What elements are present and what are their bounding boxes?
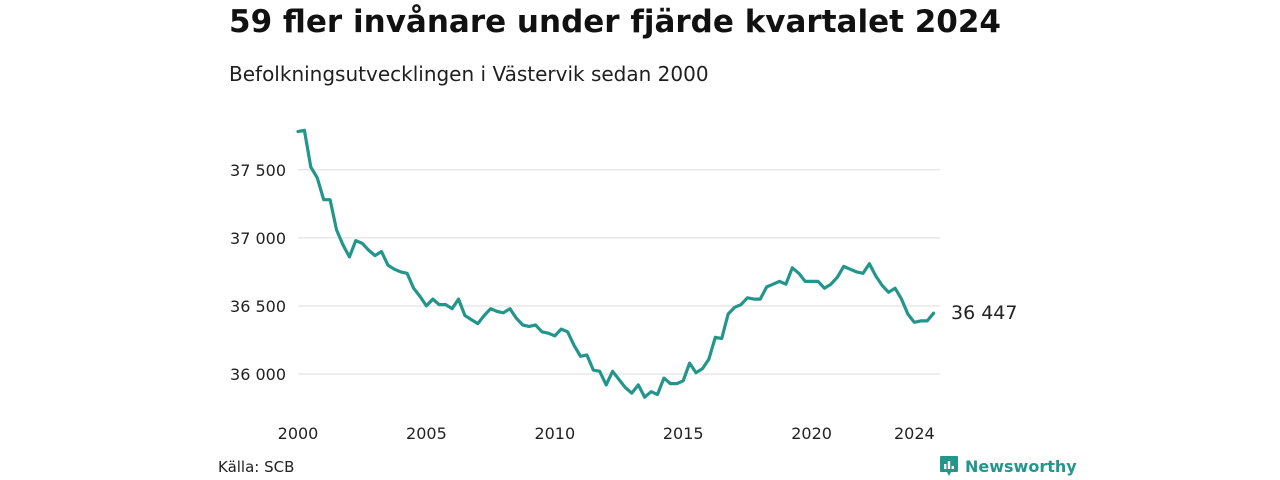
page-subtitle: Befolkningsutvecklingen i Västervik seda… xyxy=(229,62,709,86)
y-tick-label: 36 500 xyxy=(230,297,286,316)
x-tick-label: 2020 xyxy=(791,424,832,443)
series-line xyxy=(296,128,936,399)
gridlines xyxy=(298,169,940,375)
end-value-label: 36 447 xyxy=(951,302,1017,324)
y-tick-label: 36 000 xyxy=(230,365,286,384)
brand-name: Newsworthy xyxy=(965,456,1077,476)
population-line-chart: 36 000 36 500 37 000 37 500 2000 2005 2010 201… xyxy=(230,128,1017,443)
x-tick-label: 2000 xyxy=(278,424,319,443)
y-tick-label: 37 500 xyxy=(230,161,286,180)
x-tick-label: 2015 xyxy=(663,424,704,443)
y-axis-ticks: 36 000 36 500 37 000 37 500 xyxy=(230,161,286,384)
brand-logo: Newsworthy xyxy=(939,455,1077,477)
source-credit: Källa: SCB xyxy=(218,458,295,476)
x-tick-label: 2005 xyxy=(406,424,447,443)
x-tick-label: 2024 xyxy=(894,424,935,443)
x-tick-label: 2010 xyxy=(534,424,575,443)
x-axis-ticks: 2000 2005 2010 2015 2020 2024 xyxy=(278,424,935,443)
page-title: 59 fler invånare under fjärde kvartalet … xyxy=(229,4,1002,40)
series-layer xyxy=(296,128,936,399)
newsworthy-logo-icon xyxy=(940,456,958,476)
y-tick-label: 37 000 xyxy=(230,229,286,248)
